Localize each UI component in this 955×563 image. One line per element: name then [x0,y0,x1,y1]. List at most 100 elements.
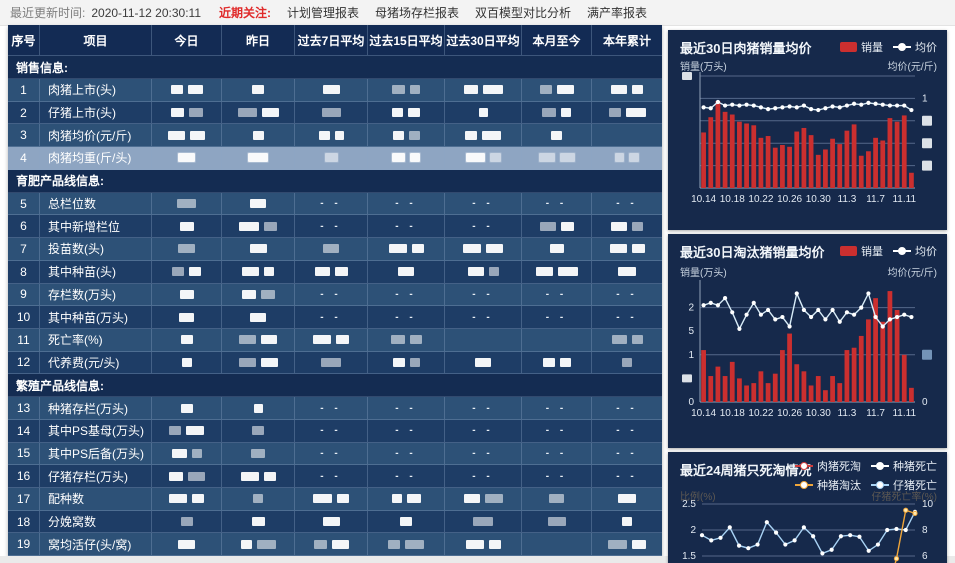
axis-labels: 比例(%) 仔猪死亡率(%) [680,488,937,503]
chart-title: 最近30日肉猪销量均价 [680,41,812,56]
row-item-label: 分娩窝数 [40,510,152,534]
panel-pork-sales-price: 最近30日肉猪销量均价 销量 均价 销量(万头) 均价(元/斤) 10.14 10.18 10… [668,30,947,230]
column-header: 项目 [40,25,152,56]
table-row[interactable]: 16 仔猪存栏(万头) - -- -- -- -- - [8,465,662,488]
svg-text:10.30: 10.30 [806,194,831,205]
row-number: 1 [8,79,40,102]
value-cell [592,147,662,170]
row-item-label: 仔猪上市(头) [40,101,152,125]
chart-legend: 肉猪死淘 种猪死亡 种猪淘汰 仔猪死亡 [795,458,937,493]
value-cell [222,101,295,125]
value-cell [222,260,295,284]
row-item-label: 种猪存栏(万头) [40,397,152,420]
legend-item[interactable]: 均价 [893,39,937,55]
svg-text:10.22: 10.22 [748,194,773,205]
value-cell [522,124,592,148]
value-cell [445,510,522,534]
svg-text:1: 1 [688,350,694,361]
svg-text:10.18: 10.18 [720,408,745,419]
row-number: 10 [8,306,40,329]
legend-item[interactable]: 种猪死亡 [871,458,937,474]
table-row[interactable]: 11 死亡率(%) [8,328,662,352]
y-axis-label-left: 销量(万头) [680,268,727,279]
update-time-label: 最近更新时间: [10,6,86,20]
table-row[interactable]: 3 肉猪均价(元/斤) [8,124,662,148]
value-cell: - - [295,192,368,216]
column-header: 昨日 [222,25,295,56]
table-row[interactable]: 15 其中PS后备(万头) - -- -- -- -- - [8,442,662,466]
value-cell: - - [592,420,662,443]
table-row[interactable]: 4 肉猪均重(斤/头) [8,147,662,170]
svg-text:5: 5 [688,326,694,337]
table-row[interactable]: 1 肉猪上市(头) [8,79,662,102]
value-cell [522,488,592,511]
value-cell: - - [368,192,445,216]
value-cell [222,215,295,239]
table-row[interactable]: 13 种猪存栏(万头) - -- -- -- -- - [8,397,662,420]
bottom-scroll-track[interactable] [0,556,955,563]
value-cell: - - [295,215,368,239]
table-row[interactable]: 2 仔猪上市(头) [8,101,662,125]
legend-item[interactable]: 销量 [840,243,883,259]
svg-text:2: 2 [688,303,694,314]
table-row[interactable]: 19 窝均活仔(头/窝) [8,533,662,557]
value-cell [445,488,522,511]
table-row[interactable]: 14 其中PS基母(万头) - -- -- -- -- - [8,419,662,443]
row-item-label: 存栏数(万头) [40,283,152,307]
value-cell [522,533,592,557]
value-cell: - - [368,442,445,466]
value-cell [522,328,592,352]
y-axis-label-right: 均价(元/斤) [887,62,937,73]
value-cell [295,260,368,284]
value-cell [295,328,368,352]
row-item-label: 投苗数(头) [40,238,152,261]
row-item-label: 其中种苗(万头) [40,306,152,329]
svg-text:10.26: 10.26 [777,408,802,419]
legend-item[interactable]: 均价 [893,243,937,259]
value-cell [592,102,662,125]
table-row[interactable]: 6 其中新增栏位 - -- -- - [8,215,662,239]
value-cell: - - [368,215,445,239]
value-cell [152,238,222,261]
recent-focus-label: 近期关注: [219,6,271,20]
value-cell [222,328,295,352]
row-item-label: 肉猪上市(头) [40,79,152,102]
legend-line-swatch [795,462,813,470]
svg-text:6: 6 [922,551,928,562]
value-cell [445,260,522,284]
value-cell: - - [368,306,445,329]
value-cell [222,79,295,102]
value-cell [152,192,222,216]
link-sow-farm-report[interactable]: 母猪场存栏报表 [375,6,460,20]
table-row[interactable]: 10 其中种苗(万头) - -- -- -- -- - [8,306,662,329]
link-full-capacity-report[interactable]: 满产率报表 [587,6,648,20]
table-row[interactable]: 12 代养费(元/头) [8,351,662,375]
link-plan-report[interactable]: 计划管理报表 [287,6,360,20]
value-cell [445,124,522,148]
table-row[interactable]: 18 分娩窝数 [8,510,662,534]
row-number: 13 [8,397,40,420]
table-row[interactable]: 8 其中种苗(头) [8,260,662,284]
value-cell: - - [522,192,592,216]
link-model-compare-report[interactable]: 双百模型对比分析 [475,6,572,20]
value-cell [592,215,662,239]
value-cell [295,510,368,534]
table-row[interactable]: 7 投苗数(头) [8,238,662,261]
value-cell [222,124,295,148]
y-axis-label-left: 销量(万头) [680,62,727,73]
value-cell: - - [522,465,592,488]
value-cell [222,488,295,511]
legend-item[interactable]: 肉猪死淘 [795,458,861,474]
value-cell: - - [368,283,445,307]
row-item-label: 其中PS基母(万头) [40,419,152,443]
table-row[interactable]: 5 总栏位数 - -- -- -- -- - [8,192,662,216]
row-number: 15 [8,442,40,466]
value-cell: - - [592,284,662,307]
table-row[interactable]: 9 存栏数(万头) - -- -- -- -- - [8,283,662,307]
legend-item[interactable]: 种猪淘汰 [795,477,861,493]
legend-line-swatch [893,247,911,255]
legend-item[interactable]: 销量 [840,39,883,55]
table-row[interactable]: 17 配种数 [8,488,662,511]
column-header: 过去30日平均 [445,25,522,56]
legend-item[interactable]: 仔猪死亡 [871,477,937,493]
